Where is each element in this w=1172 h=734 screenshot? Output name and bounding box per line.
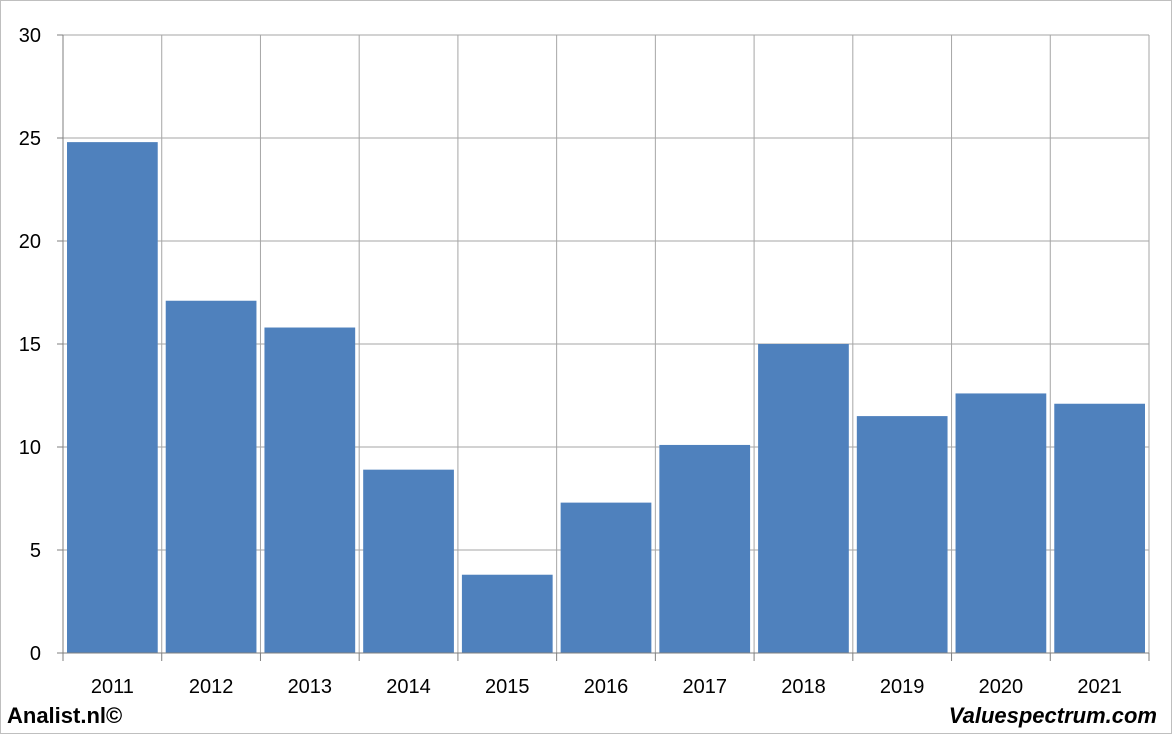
bar-2020	[955, 393, 1047, 653]
chart-bars	[67, 142, 1145, 653]
y-tick-label: 5	[30, 540, 41, 562]
chart-grid	[62, 34, 1150, 654]
y-tick-label: 20	[19, 231, 41, 253]
x-axis-ticks: 2011 2012 2013 2014 2015 2016 2017 2018 2019 2020…	[91, 676, 1122, 698]
x-tick-label: 2020	[979, 676, 1024, 698]
bar-2013	[264, 327, 356, 653]
bar-2011	[67, 142, 158, 653]
x-tick-label: 2021	[1077, 676, 1122, 698]
x-tick-label: 2015	[485, 676, 530, 698]
y-tick-label: 30	[19, 25, 41, 47]
source-label-left: Analist.nl©	[7, 703, 123, 728]
bar-2014	[363, 469, 454, 653]
bar-2019	[856, 416, 948, 653]
source-label-right: Valuespectrum.com	[948, 703, 1157, 728]
x-tick-label: 2011	[91, 676, 134, 698]
bar-2017	[659, 444, 751, 653]
bar-2016	[560, 502, 652, 653]
y-tick-label: 0	[30, 643, 41, 665]
x-tick-label: 2013	[288, 676, 333, 698]
x-tick-label: 2017	[682, 676, 727, 698]
x-tick-label: 2019	[880, 676, 925, 698]
bar-2012	[165, 300, 257, 653]
chart-axes	[57, 34, 1150, 661]
bar-2021	[1054, 403, 1145, 653]
bar-2018	[758, 344, 849, 653]
x-tick-label: 2014	[386, 676, 431, 698]
bar-2015	[461, 574, 553, 653]
y-tick-label: 15	[19, 334, 41, 356]
x-tick-label: 2016	[584, 676, 629, 698]
y-tick-label: 10	[19, 437, 41, 459]
y-axis-ticks: 0 5 10 15 20 25 30	[19, 25, 41, 665]
x-tick-label: 2012	[189, 676, 234, 698]
y-tick-label: 25	[19, 128, 41, 150]
x-tick-label: 2018	[781, 676, 826, 698]
